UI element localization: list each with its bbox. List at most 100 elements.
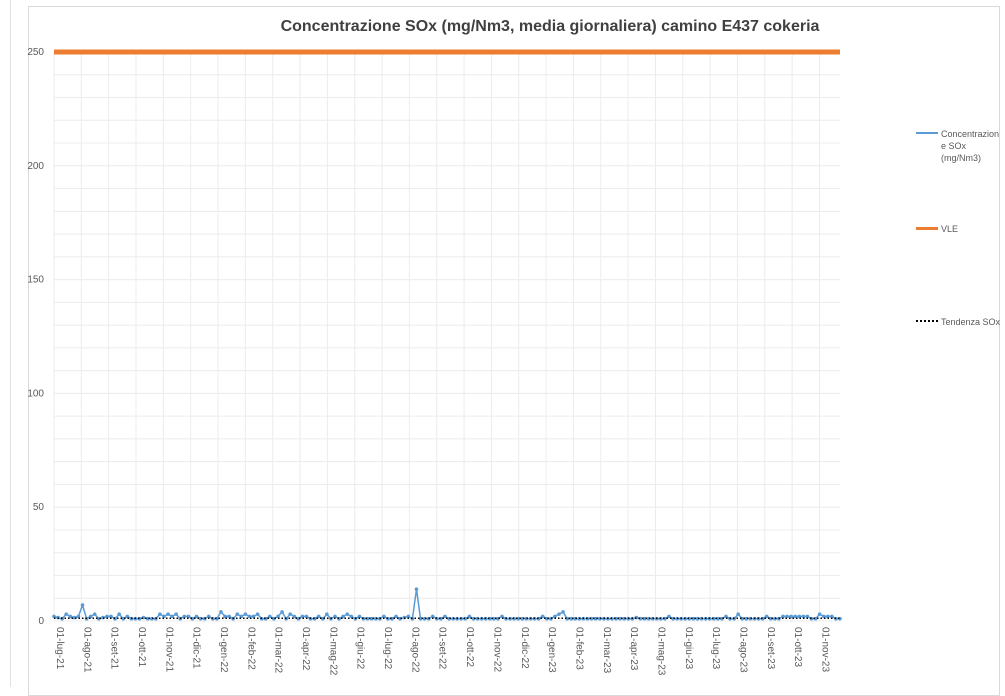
series-line-concentrazione bbox=[53, 588, 840, 620]
data-point-concentrazione bbox=[227, 614, 231, 619]
data-point-concentrazione bbox=[667, 614, 671, 619]
chart-frame bbox=[28, 6, 1000, 696]
y-tick-label: 250 bbox=[27, 47, 44, 58]
legend-label-vle: VLE bbox=[941, 224, 959, 234]
data-point-concentrazione bbox=[117, 612, 121, 616]
legend-swatch-concentrazione bbox=[916, 132, 938, 134]
data-point-concentrazione bbox=[243, 612, 248, 616]
x-tick-label: 01-apr-23 bbox=[628, 627, 639, 671]
x-tick-label: 01-giu-22 bbox=[355, 627, 366, 670]
data-point-concentrazione bbox=[414, 587, 419, 591]
data-point-concentrazione bbox=[76, 614, 81, 619]
data-point-concentrazione bbox=[540, 614, 545, 619]
data-point-concentrazione bbox=[736, 612, 740, 616]
data-point-concentrazione bbox=[333, 614, 337, 619]
chart-title: Concentrazione SOx (mg/Nm3, media giorna… bbox=[280, 18, 820, 35]
x-tick-label: 01-dic-22 bbox=[519, 627, 530, 669]
data-point-concentrazione bbox=[785, 614, 789, 619]
data-point-concentrazione bbox=[52, 614, 56, 619]
data-point-concentrazione bbox=[325, 612, 329, 616]
legend-swatch-tendenza bbox=[916, 320, 938, 322]
data-point-concentrazione bbox=[642, 616, 647, 621]
data-point-concentrazione bbox=[174, 612, 178, 616]
data-point-concentrazione bbox=[255, 612, 260, 616]
x-tick-label: 01-mag-22 bbox=[327, 627, 338, 676]
data-point-concentrazione bbox=[105, 614, 109, 619]
x-tick-label: 01-dic-21 bbox=[191, 627, 202, 669]
y-tick-label: 100 bbox=[27, 388, 44, 399]
data-point-concentrazione bbox=[825, 614, 830, 619]
data-point-concentrazione bbox=[316, 614, 321, 619]
legend-label-concentrazione: Concentrazion e SOx (mg/Nm3) bbox=[941, 129, 1000, 163]
x-tick-label: 01-feb-22 bbox=[245, 627, 256, 670]
data-point-concentrazione bbox=[394, 614, 398, 619]
data-point-concentrazione bbox=[166, 612, 170, 616]
data-point-concentrazione bbox=[724, 614, 728, 619]
x-tick-label: 01-giu-23 bbox=[683, 627, 694, 670]
x-tick-label: 01-nov-21 bbox=[163, 627, 174, 672]
x-tick-label: 01-gen-23 bbox=[546, 627, 557, 673]
y-tick-label: 50 bbox=[33, 502, 45, 513]
data-point-concentrazione bbox=[561, 610, 565, 614]
x-tick-label: 01-ott-22 bbox=[464, 627, 475, 667]
data-point-concentrazione bbox=[80, 603, 85, 607]
y-tick-label: 200 bbox=[27, 161, 44, 172]
data-point-concentrazione bbox=[162, 614, 166, 619]
legend-swatch-vle bbox=[916, 227, 938, 230]
y-tick-label: 150 bbox=[27, 275, 44, 286]
data-point-concentrazione bbox=[500, 614, 504, 619]
data-point-concentrazione bbox=[68, 614, 73, 619]
data-point-concentrazione bbox=[830, 614, 834, 619]
data-point-concentrazione bbox=[109, 614, 113, 619]
data-point-concentrazione bbox=[793, 614, 798, 619]
x-tick-label: 01-lug-21 bbox=[54, 627, 65, 670]
data-point-concentrazione bbox=[92, 612, 97, 616]
x-tick-label: 01-ago-21 bbox=[81, 627, 92, 673]
data-point-concentrazione bbox=[418, 616, 423, 621]
x-tick-label: 01-ago-23 bbox=[737, 627, 748, 673]
data-point-concentrazione bbox=[239, 614, 244, 619]
x-tick-label: 01-ott-21 bbox=[136, 627, 147, 667]
data-point-concentrazione bbox=[467, 614, 472, 619]
x-tick-label: 01-lug-22 bbox=[382, 627, 393, 670]
x-tick-label: 01-set-22 bbox=[437, 627, 448, 670]
x-tick-label: 01-mag-23 bbox=[655, 627, 666, 676]
data-point-concentrazione bbox=[288, 612, 293, 616]
data-point-concentrazione bbox=[764, 614, 769, 619]
data-point-concentrazione bbox=[797, 614, 802, 619]
data-point-concentrazione bbox=[88, 614, 93, 619]
data-point-concentrazione bbox=[170, 614, 174, 619]
data-point-concentrazione bbox=[280, 610, 284, 614]
data-point-concentrazione bbox=[194, 614, 199, 619]
data-point-concentrazione bbox=[557, 612, 561, 616]
x-tick-label: 01-mar-22 bbox=[273, 627, 284, 674]
data-point-concentrazione bbox=[357, 614, 362, 619]
data-point-concentrazione bbox=[206, 614, 211, 619]
data-point-concentrazione bbox=[345, 612, 350, 616]
x-tick-label: 01-lug-23 bbox=[710, 627, 721, 670]
x-tick-label: 01-nov-23 bbox=[819, 627, 830, 672]
data-point-concentrazione bbox=[430, 614, 435, 619]
x-tick-label: 01-nov-22 bbox=[491, 627, 502, 672]
data-point-concentrazione bbox=[349, 614, 354, 619]
x-tick-label: 01-gen-22 bbox=[218, 627, 229, 673]
data-point-concentrazione bbox=[382, 614, 386, 619]
x-tick-label: 01-apr-22 bbox=[300, 627, 311, 671]
data-point-concentrazione bbox=[443, 614, 447, 619]
data-point-concentrazione bbox=[817, 612, 822, 616]
data-point-concentrazione bbox=[235, 612, 240, 616]
x-tick-label: 01-ago-22 bbox=[409, 627, 420, 673]
data-point-concentrazione bbox=[801, 614, 806, 619]
data-point-concentrazione bbox=[158, 612, 162, 616]
data-point-concentrazione bbox=[182, 614, 187, 619]
x-tick-label: 01-mar-23 bbox=[601, 627, 612, 674]
legend-label-tendenza: Tendenza SOx bbox=[941, 317, 1001, 327]
window-left-edge bbox=[0, 0, 11, 687]
data-point-concentrazione bbox=[186, 614, 191, 619]
x-tick-label: 01-ott-23 bbox=[792, 627, 803, 667]
data-point-concentrazione bbox=[268, 614, 272, 619]
x-tick-label: 01-feb-23 bbox=[573, 627, 584, 670]
y-tick-label: 0 bbox=[38, 616, 44, 627]
data-point-concentrazione bbox=[781, 614, 785, 619]
